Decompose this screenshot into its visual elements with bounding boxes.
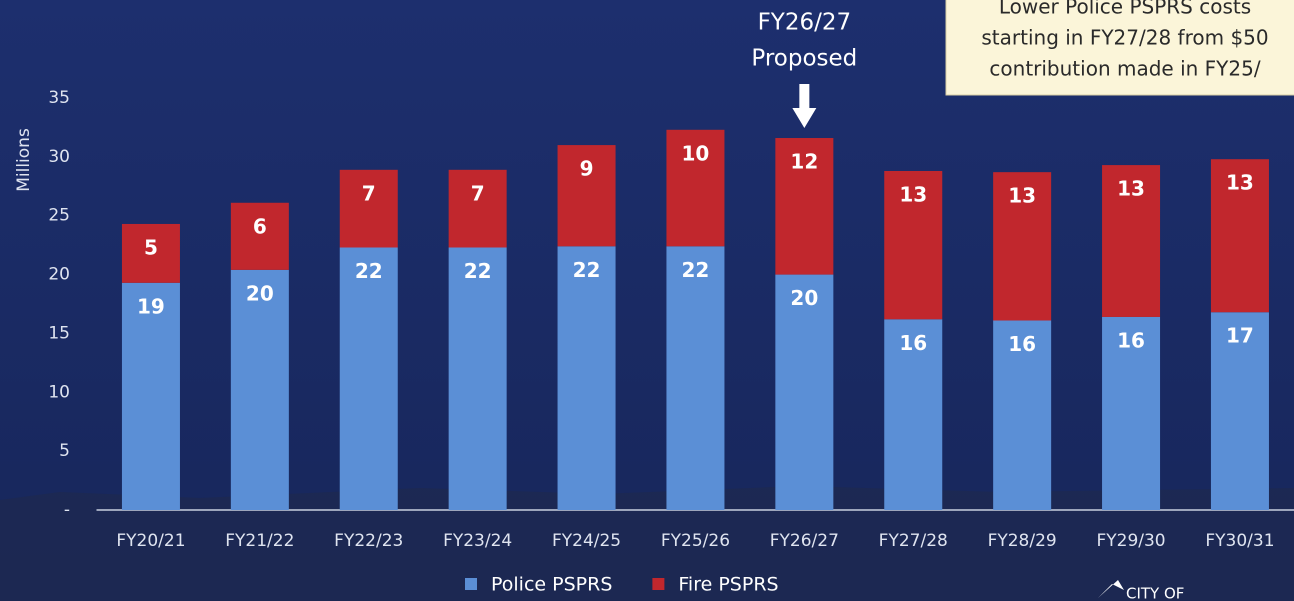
x-tick-label: FY29/30 [1096, 531, 1165, 551]
data-label: 22 [573, 258, 601, 282]
x-tick-label: FY30/31 [1205, 531, 1274, 551]
callout-text: contribution made in FY25/ [989, 57, 1260, 81]
legend-swatch [652, 578, 665, 590]
bar-segment [557, 246, 616, 510]
bar-segment [1210, 312, 1269, 510]
data-label: 22 [355, 259, 383, 283]
data-label: 22 [464, 259, 492, 283]
data-label: 10 [682, 141, 710, 165]
annotation-arrow [792, 84, 817, 128]
y-tick-label: - [64, 500, 70, 520]
data-label: 17 [1226, 324, 1254, 348]
bar-segment [339, 169, 398, 248]
y-tick-label: 15 [48, 323, 70, 343]
bar-segment [230, 202, 289, 270]
x-tick-label: FY24/25 [552, 531, 621, 551]
legend-label: Police PSPRS [491, 574, 612, 596]
annotation-text: FY26/27 [758, 10, 852, 36]
bar-segment [121, 223, 180, 283]
x-tick-label: FY23/24 [443, 531, 512, 551]
y-tick-label: 10 [48, 382, 70, 402]
y-tick-label: 30 [48, 147, 70, 167]
data-label: 20 [790, 286, 818, 310]
x-tick-label: FY26/27 [770, 531, 839, 551]
data-label: 22 [682, 258, 710, 282]
y-tick-label: 25 [48, 206, 70, 226]
bar-segment [557, 145, 616, 247]
data-label: 9 [580, 157, 594, 181]
data-label: 6 [253, 214, 267, 238]
logo-icon [1098, 580, 1124, 598]
data-label: 19 [137, 294, 165, 318]
bar-segment [666, 129, 725, 247]
callout-box [945, 0, 1294, 96]
background-hills [0, 486, 1294, 601]
x-tick-label: FY27/28 [879, 531, 948, 551]
y-tick-label: 20 [48, 265, 70, 285]
callout-text: starting in FY27/28 from $50 [981, 26, 1268, 50]
x-tick-label: FY20/21 [116, 531, 185, 551]
data-label: 16 [899, 331, 927, 355]
data-label: 7 [362, 181, 376, 205]
bar-segment [448, 247, 507, 511]
data-label: 5 [144, 235, 158, 259]
y-axis-label: Millions [14, 128, 34, 192]
y-tick-label: 35 [48, 88, 70, 108]
bar-segment [339, 247, 398, 511]
bar-segment [884, 170, 943, 320]
bar-segment [993, 172, 1052, 321]
bar-segment [448, 169, 507, 248]
bar-segment [1210, 159, 1269, 313]
bar-segment [666, 246, 725, 510]
bar-segment [1102, 316, 1161, 510]
data-label: 13 [1008, 184, 1036, 208]
annotation-text: Proposed [751, 46, 857, 72]
bar-segment [884, 319, 943, 510]
bar-segment [121, 282, 180, 510]
bar-segment [993, 320, 1052, 510]
x-tick-label: FY25/26 [661, 531, 730, 551]
data-label: 13 [899, 182, 927, 206]
bar-segment [1102, 165, 1161, 317]
x-tick-label: FY28/29 [988, 531, 1057, 551]
data-label: 13 [1117, 177, 1145, 201]
y-tick-label: 5 [59, 441, 70, 461]
bar-segment [775, 138, 834, 275]
logo-text: CITY OF [1126, 585, 1184, 601]
data-label: 13 [1226, 171, 1254, 195]
legend-label: Fire PSPRS [678, 574, 778, 596]
data-label: 16 [1117, 328, 1145, 352]
data-label: 7 [471, 181, 485, 205]
data-label: 12 [790, 150, 818, 174]
x-tick-label: FY21/22 [225, 531, 294, 551]
bar-segment [775, 274, 834, 510]
x-tick-label: FY22/23 [334, 531, 403, 551]
data-label: 16 [1008, 332, 1036, 356]
legend-swatch [465, 578, 477, 590]
data-label: 20 [246, 281, 274, 305]
callout-text: Lower Police PSPRS costs [999, 0, 1251, 19]
bar-segment [230, 269, 289, 510]
